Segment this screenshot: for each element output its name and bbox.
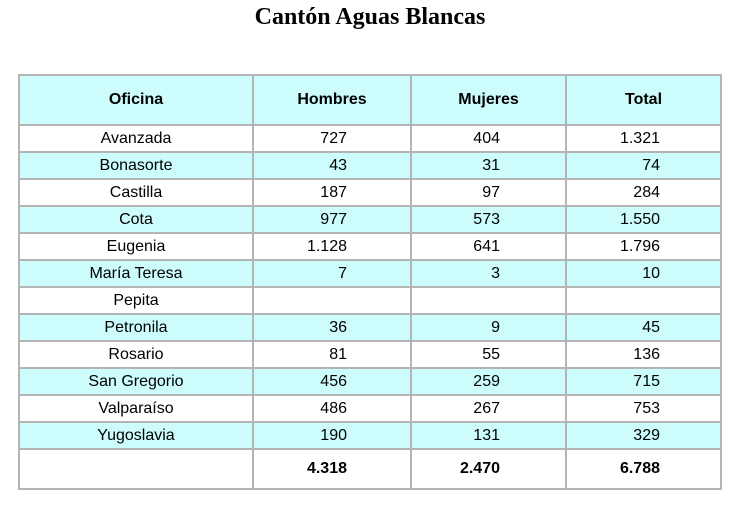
number-cell: 727 [252, 124, 412, 153]
table-row: San Gregorio 456 259 715 [18, 367, 722, 396]
office-cell: Castilla [18, 178, 254, 207]
number-cell: 55 [410, 340, 567, 369]
title: Cantón Aguas Blancas [254, 4, 486, 30]
column-header: Total [565, 74, 722, 126]
number-cell: 404 [410, 124, 567, 153]
number-cell: 456 [252, 367, 412, 396]
column-header: Oficina [18, 74, 254, 126]
number-cell: 190 [252, 421, 412, 450]
office-cell: Yugoslavia [18, 421, 254, 450]
number-cell: 6.788 [565, 448, 722, 490]
column-header: Hombres [252, 74, 412, 126]
number-cell: 977 [252, 205, 412, 234]
number-cell: 486 [252, 394, 412, 423]
table-body: Avanzada 727 404 1.321 Bonasorte 43 31 74 Castil… [18, 124, 722, 490]
number-cell: 329 [565, 421, 722, 450]
number-cell [410, 286, 567, 315]
office-cell: Bonasorte [18, 151, 254, 180]
number-cell [252, 286, 412, 315]
table-row: Avanzada 727 404 1.321 [18, 124, 722, 153]
office-cell: Eugenia [18, 232, 254, 261]
number-cell: 1.321 [565, 124, 722, 153]
number-cell: 259 [410, 367, 567, 396]
number-cell: 9 [410, 313, 567, 342]
number-cell: 573 [410, 205, 567, 234]
table-row: Petronila 36 9 45 [18, 313, 722, 342]
office-cell: María Teresa [18, 259, 254, 288]
number-cell: 284 [565, 178, 722, 207]
office-cell: Rosario [18, 340, 254, 369]
number-cell: 4.318 [252, 448, 412, 490]
office-cell: Valparaíso [18, 394, 254, 423]
office-cell [18, 448, 254, 490]
table-row: Rosario 81 55 136 [18, 340, 722, 369]
table-row: Bonasorte 43 31 74 [18, 151, 722, 180]
table-row: Cota 977 573 1.550 [18, 205, 722, 234]
number-cell: 267 [410, 394, 567, 423]
number-cell [565, 286, 722, 315]
number-cell: 1.550 [565, 205, 722, 234]
number-cell: 1.796 [565, 232, 722, 261]
totals-row: 4.318 2.470 6.788 [18, 448, 722, 490]
table-row: Valparaíso 486 267 753 [18, 394, 722, 423]
number-cell: 2.470 [410, 448, 567, 490]
office-cell: Cota [18, 205, 254, 234]
table-row: Pepita [18, 286, 722, 315]
table-row: Castilla 187 97 284 [18, 178, 722, 207]
number-cell: 753 [565, 394, 722, 423]
number-cell: 81 [252, 340, 412, 369]
number-cell: 36 [252, 313, 412, 342]
office-cell: Petronila [18, 313, 254, 342]
number-cell: 74 [565, 151, 722, 180]
data-table: Oficina Hombres Mujeres Total Avanzada 727 40… [18, 74, 722, 490]
number-cell: 43 [252, 151, 412, 180]
number-cell: 136 [565, 340, 722, 369]
number-cell: 3 [410, 259, 567, 288]
table-row: Eugenia 1.128 641 1.796 [18, 232, 722, 261]
number-cell: 715 [565, 367, 722, 396]
number-cell: 641 [410, 232, 567, 261]
column-header: Mujeres [410, 74, 567, 126]
number-cell: 45 [565, 313, 722, 342]
number-cell: 97 [410, 178, 567, 207]
table-row: Yugoslavia 190 131 329 [18, 421, 722, 450]
number-cell: 1.128 [252, 232, 412, 261]
number-cell: 187 [252, 178, 412, 207]
office-cell: Avanzada [18, 124, 254, 153]
number-cell: 10 [565, 259, 722, 288]
number-cell: 7 [252, 259, 412, 288]
office-cell: Pepita [18, 286, 254, 315]
number-cell: 131 [410, 421, 567, 450]
office-cell: San Gregorio [18, 367, 254, 396]
number-cell: 31 [410, 151, 567, 180]
header-row: Oficina Hombres Mujeres Total [18, 74, 722, 126]
table-row: María Teresa 7 3 10 [18, 259, 722, 288]
